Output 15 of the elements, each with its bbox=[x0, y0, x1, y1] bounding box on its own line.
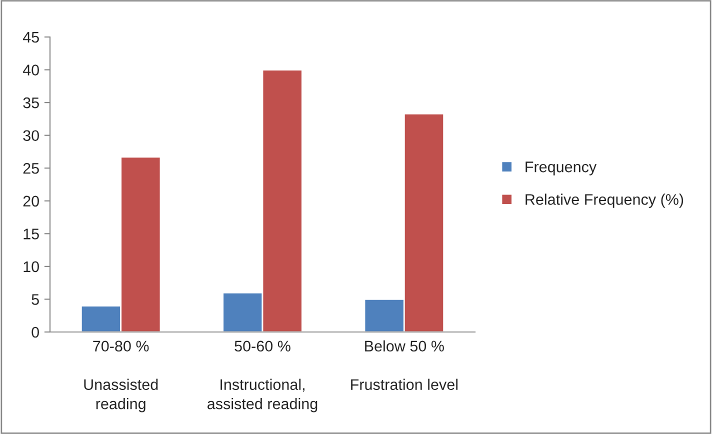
y-tick-label: 15 bbox=[24, 228, 39, 240]
y-tick-label: 35 bbox=[23, 97, 39, 108]
legend-label: Relative Frequency (%) bbox=[526, 194, 684, 208]
category-label: 70-80 % Unassisted reading bbox=[84, 340, 158, 412]
category-label: Below 50 % Frustration level bbox=[351, 340, 458, 390]
category-label: 50-60 % Instructional, assisted reading bbox=[208, 340, 318, 412]
y-tick-label: 45 bbox=[22, 32, 39, 43]
y-tick-label: 30 bbox=[23, 130, 39, 142]
legend-label: Frequency bbox=[526, 162, 597, 176]
y-tick-label: 0 bbox=[32, 326, 39, 338]
y-tick-label: 20 bbox=[23, 196, 39, 207]
y-tick-label: 10 bbox=[24, 261, 39, 272]
y-tick-label: 5 bbox=[32, 294, 39, 305]
y-tick-label: 25 bbox=[23, 162, 39, 174]
y-tick-label: 40 bbox=[22, 64, 39, 76]
